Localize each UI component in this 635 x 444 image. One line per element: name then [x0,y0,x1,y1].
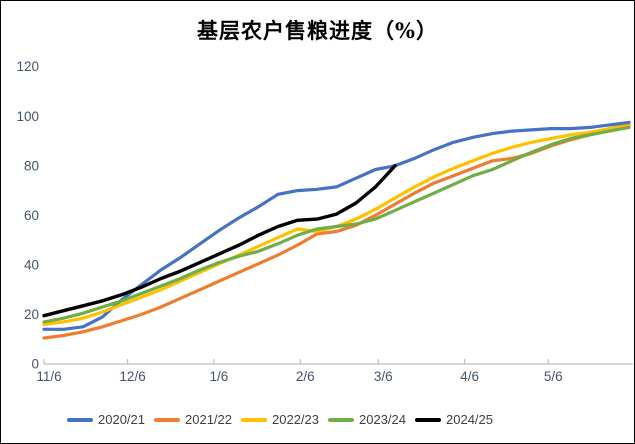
legend-label: 2024/25 [446,412,493,427]
legend-label: 2021/22 [185,412,232,427]
legend-swatch-icon [415,417,441,422]
legend-item-2020-21: 2020/21 [67,412,145,427]
chart-title: 基层农户售粮进度（%） [197,18,438,43]
x-tick-label: 5/6 [544,369,563,384]
legend-swatch-icon [328,417,354,422]
x-tick-label: 1/6 [210,369,229,384]
y-tick-label: 40 [24,257,39,272]
y-tick-label: 60 [24,208,39,223]
y-tick-label: 120 [16,59,39,74]
legend-swatch-icon [67,417,93,422]
x-tick-label: 2/6 [296,369,315,384]
series-line-2021-22 [42,123,631,340]
y-axis-labels: 0 20 40 60 80 100 120 [16,59,39,371]
legend-label: 2022/23 [272,412,319,427]
legend-item-2021-22: 2021/22 [154,412,232,427]
chart-legend: 2020/21 2021/22 2022/23 2023/24 2024/25 [67,412,493,427]
x-tick-label: 3/6 [374,369,393,384]
x-tick-label: 4/6 [460,369,479,384]
x-axis-ticks [43,359,549,364]
legend-swatch-icon [154,417,180,422]
x-tick-label: 12/6 [119,369,145,384]
series-line-2023-24 [42,125,631,324]
y-tick-label: 80 [24,158,39,173]
legend-item-2023-24: 2023/24 [328,412,406,427]
legend-item-2024-25: 2024/25 [415,412,493,427]
legend-item-2022-23: 2022/23 [241,412,319,427]
legend-swatch-icon [241,417,267,422]
y-tick-label: 100 [16,109,39,124]
y-tick-label: 0 [31,357,39,372]
legend-label: 2023/24 [359,412,406,427]
series-line-2020-21 [42,120,631,331]
x-tick-label: 11/6 [36,369,61,384]
legend-label: 2020/21 [98,412,145,427]
series-line-2024-25 [42,164,397,318]
y-tick-label: 20 [24,307,39,322]
x-axis-labels: 11/6 12/6 1/6 2/6 3/6 4/6 5/6 [36,369,562,384]
